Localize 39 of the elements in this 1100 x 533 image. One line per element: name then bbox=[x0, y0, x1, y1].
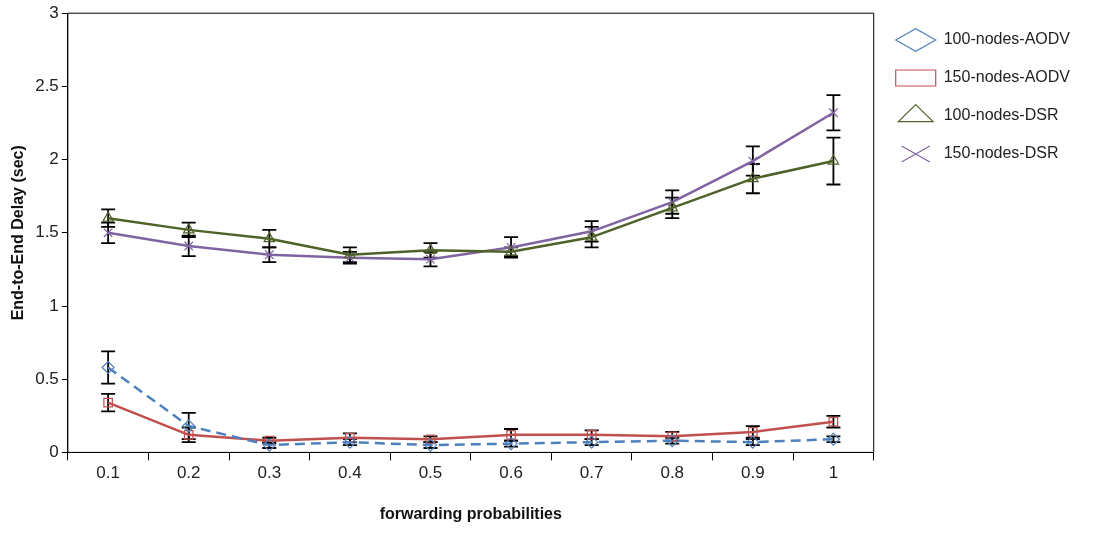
legend-label: 100-nodes-AODV bbox=[943, 30, 1071, 48]
point bbox=[747, 172, 759, 183]
y-axis-title: End-to-End Delay (sec) bbox=[9, 145, 27, 321]
x-tick-label: 0.3 bbox=[257, 463, 282, 483]
point bbox=[747, 156, 758, 166]
point bbox=[182, 419, 196, 433]
y-tick-label: 2 bbox=[49, 149, 59, 169]
x-tick-label: 1 bbox=[828, 463, 839, 483]
y-tick-label: 1 bbox=[49, 295, 59, 315]
y-tick-label: 2.5 bbox=[35, 76, 59, 96]
x-tick-label: 0.5 bbox=[418, 463, 443, 483]
y-tick-label: 3 bbox=[49, 2, 59, 22]
y-tick-label: 0.5 bbox=[35, 368, 59, 388]
x-tick-label: 0.2 bbox=[176, 463, 201, 483]
point bbox=[183, 241, 194, 251]
x-tick-label: 0.4 bbox=[338, 463, 362, 483]
legend-label: 150-nodes-AODV bbox=[943, 68, 1071, 86]
y-tick-label: 1.5 bbox=[35, 222, 59, 242]
point bbox=[586, 226, 597, 237]
x-tick-label: 0.9 bbox=[741, 463, 765, 483]
point bbox=[667, 197, 678, 207]
y-tick-label: 0 bbox=[49, 442, 59, 462]
point bbox=[666, 201, 679, 212]
point bbox=[424, 243, 437, 254]
x-tick-label: 0.6 bbox=[499, 463, 523, 483]
point bbox=[182, 223, 195, 234]
x-tick-label: 0.1 bbox=[96, 463, 120, 483]
point bbox=[827, 154, 840, 165]
legend-label: 100-nodes-DSR bbox=[943, 106, 1059, 124]
x-tick-label: 0.7 bbox=[579, 463, 604, 483]
point bbox=[828, 107, 839, 118]
legend-label: 150-nodes-DSR bbox=[943, 144, 1059, 162]
point bbox=[101, 360, 115, 375]
point bbox=[103, 227, 113, 238]
point bbox=[585, 230, 598, 241]
x-axis-title: forwarding probabilities bbox=[379, 504, 562, 522]
point bbox=[263, 232, 276, 243]
x-tick-label: 0.8 bbox=[660, 463, 685, 483]
point bbox=[102, 211, 114, 222]
